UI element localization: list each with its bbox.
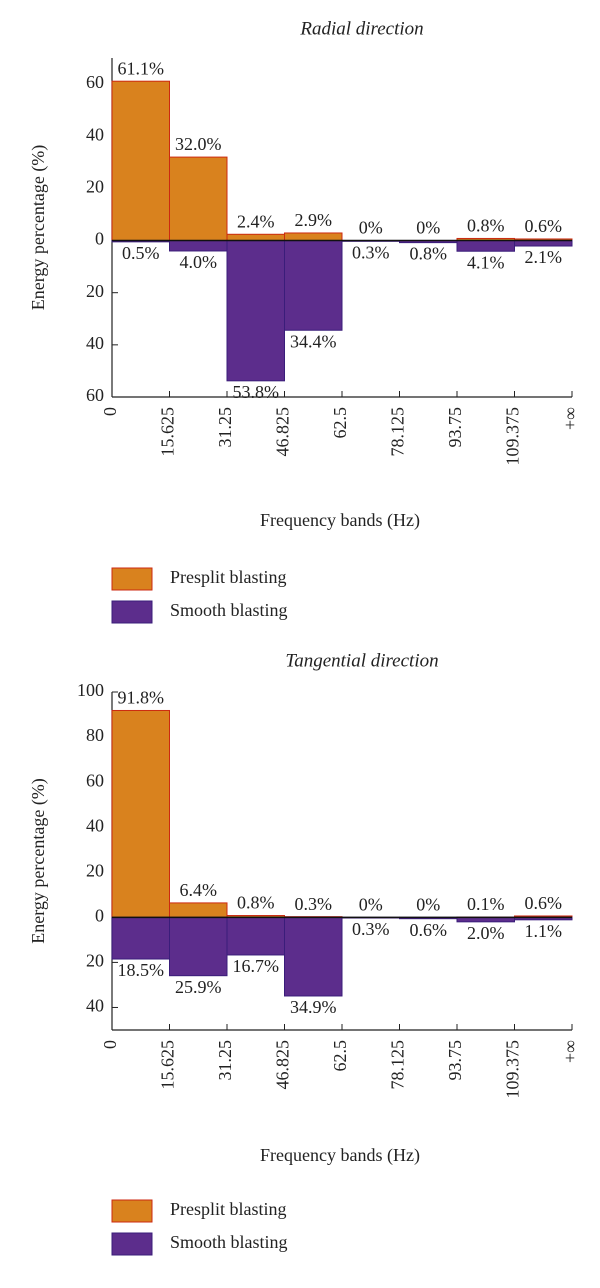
x-tick-label: 93.75 <box>445 1040 465 1081</box>
value-label: 0.3% <box>295 894 333 914</box>
x-tick-label: 46.825 <box>273 1040 293 1090</box>
value-label: 32.0% <box>175 134 222 154</box>
y-tick-label: 20 <box>86 177 104 197</box>
legend-swatch <box>111 567 153 591</box>
value-label: 18.5% <box>118 960 165 980</box>
value-label: 6.4% <box>180 880 218 900</box>
bar <box>514 240 573 247</box>
value-label: 2.9% <box>295 210 333 230</box>
bar <box>169 240 228 252</box>
bar <box>226 240 285 382</box>
legend-label: Presplit blasting <box>170 567 287 587</box>
value-label: 0.3% <box>352 242 390 262</box>
y-tick-label: 20 <box>86 951 104 971</box>
value-label: 0% <box>359 894 383 914</box>
x-tick-label: 46.825 <box>273 407 293 457</box>
chart-title: Tangential direction <box>285 650 438 671</box>
x-tick-label: +∞ <box>560 1040 580 1063</box>
value-label: 0.8% <box>467 216 505 236</box>
legend-label: Presplit blasting <box>170 1199 287 1219</box>
y-tick-label: 60 <box>86 72 104 92</box>
bar <box>284 916 343 997</box>
value-label: 91.8% <box>118 688 165 708</box>
y-axis-label: Energy percentage (%) <box>28 778 49 944</box>
x-tick-label: 31.25 <box>215 407 235 448</box>
bar <box>284 232 343 242</box>
legend-label: Smooth blasting <box>170 1232 288 1252</box>
value-label: 0.1% <box>467 894 505 914</box>
bar <box>111 709 170 918</box>
value-label: 0% <box>416 894 440 914</box>
y-tick-label: 0 <box>95 229 104 249</box>
y-tick-label: 40 <box>86 333 104 353</box>
y-tick-label: 0 <box>95 905 104 925</box>
x-axis-label: Frequency bands (Hz) <box>260 1145 420 1166</box>
bar <box>226 916 285 956</box>
y-tick-label: 60 <box>86 770 104 790</box>
legend-label: Smooth blasting <box>170 600 288 620</box>
x-tick-label: 62.5 <box>330 1040 350 1072</box>
value-label: 0.3% <box>352 919 390 939</box>
value-label: 1.1% <box>525 921 563 941</box>
y-tick-label: 80 <box>86 725 104 745</box>
y-axis-label: Energy percentage (%) <box>28 145 49 311</box>
value-label: 61.1% <box>118 58 165 78</box>
y-tick-label: 100 <box>77 680 104 700</box>
legend-swatch <box>111 1199 153 1223</box>
y-tick-label: 40 <box>86 124 104 144</box>
value-label: 4.0% <box>180 252 218 272</box>
y-tick-label: 20 <box>86 860 104 880</box>
value-label: 0.6% <box>525 216 563 236</box>
bar <box>111 80 170 242</box>
value-label: 25.9% <box>175 977 222 997</box>
y-tick-label: 40 <box>86 815 104 835</box>
value-label: 4.1% <box>467 252 505 272</box>
value-label: 2.1% <box>525 247 563 267</box>
x-tick-label: 15.625 <box>158 407 178 457</box>
bar <box>169 902 228 918</box>
value-label: 0% <box>359 218 383 238</box>
value-label: 34.9% <box>290 997 337 1017</box>
bar <box>111 916 170 960</box>
legend-swatch <box>111 1232 153 1256</box>
y-tick-label: 60 <box>86 385 104 405</box>
bar <box>456 240 515 252</box>
bar <box>169 156 228 242</box>
x-tick-label: 0 <box>100 407 120 416</box>
x-tick-label: 0 <box>100 1040 120 1049</box>
x-tick-label: 78.125 <box>388 407 408 457</box>
bar <box>226 233 285 242</box>
x-tick-label: 15.625 <box>158 1040 178 1090</box>
bar <box>169 916 228 977</box>
value-label: 53.8% <box>233 382 280 402</box>
value-label: 0.6% <box>525 893 563 913</box>
y-tick-label: 40 <box>86 996 104 1016</box>
chart-title: Radial direction <box>299 18 423 39</box>
x-tick-label: 62.5 <box>330 407 350 439</box>
value-label: 2.4% <box>237 211 275 231</box>
x-axis-label: Frequency bands (Hz) <box>260 510 420 531</box>
legend-swatch <box>111 600 153 624</box>
bar <box>284 240 343 331</box>
x-tick-label: 109.375 <box>503 1040 523 1099</box>
x-tick-label: +∞ <box>560 407 580 430</box>
x-tick-label: 78.125 <box>388 1040 408 1090</box>
value-label: 0.5% <box>122 243 160 263</box>
value-label: 34.4% <box>290 331 337 351</box>
value-label: 0.8% <box>410 244 448 264</box>
value-label: 2.0% <box>467 923 505 943</box>
y-tick-label: 20 <box>86 281 104 301</box>
x-tick-label: 31.25 <box>215 1040 235 1081</box>
x-tick-label: 93.75 <box>445 407 465 448</box>
value-label: 0% <box>416 218 440 238</box>
value-label: 0.8% <box>237 893 275 913</box>
value-label: 16.7% <box>233 956 280 976</box>
x-tick-label: 109.375 <box>503 407 523 466</box>
value-label: 0.6% <box>410 920 448 940</box>
